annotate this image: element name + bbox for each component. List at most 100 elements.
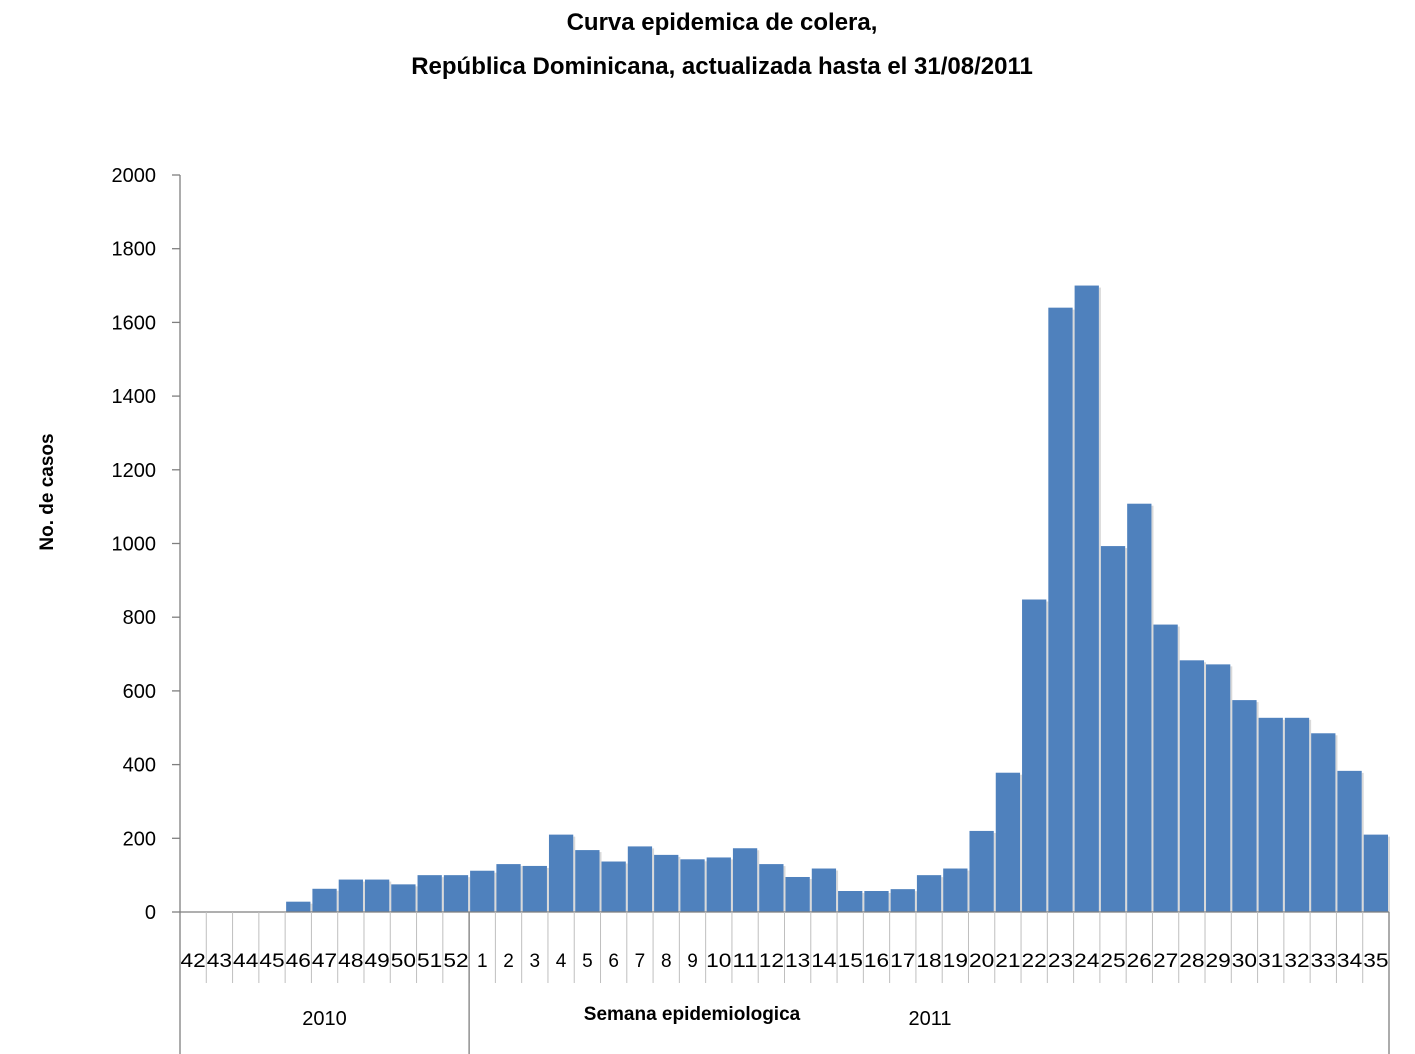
- x-tick-label: 20: [969, 951, 994, 972]
- x-tick-label: 32: [1284, 951, 1309, 972]
- x-tick-label: 47: [312, 951, 337, 972]
- bar-shadow: [362, 881, 365, 912]
- x-tick-label: 5: [582, 951, 593, 972]
- x-category-labels: 42 43 44 45 46 47 48 49 50 51 52 1 2 3 4 5 6 7 8 9 10 11 12 13 1…: [179, 912, 1390, 983]
- x-tick-label: 4: [556, 951, 567, 972]
- x-tick-label: 24: [1074, 951, 1100, 972]
- chart-title-line-1: Curva epidemica de colera,: [567, 9, 878, 36]
- bar: [1048, 307, 1073, 912]
- x-tick-label: 17: [890, 951, 915, 972]
- y-tick-label: 1000: [112, 534, 157, 556]
- x-tick-label: 42: [181, 951, 206, 972]
- bar-shadow: [310, 903, 313, 912]
- bar-shadow: [1204, 662, 1207, 912]
- x-tick-label: 13: [785, 951, 810, 972]
- bar-shadow: [1388, 836, 1390, 912]
- x-tick-label: 52: [443, 951, 468, 972]
- x-tick-label: 19: [943, 951, 968, 972]
- bar: [1022, 599, 1047, 912]
- x-tick-label: 50: [391, 951, 416, 972]
- bar-shadow: [1098, 287, 1101, 912]
- bar-shadow: [652, 848, 655, 912]
- bar: [391, 884, 416, 912]
- bar: [811, 868, 837, 912]
- bar-shadow: [389, 881, 392, 912]
- x-tick-label: 22: [1022, 951, 1047, 972]
- bar-shadow: [1177, 626, 1180, 912]
- bar: [732, 848, 758, 912]
- x-tick-label: 44: [233, 951, 259, 972]
- bar: [601, 861, 626, 912]
- x-tick-label: 11: [732, 951, 757, 972]
- x-tick-label: 28: [1179, 951, 1204, 972]
- x-tick-label: 25: [1100, 951, 1125, 972]
- bar: [575, 850, 600, 912]
- bar-shadow: [415, 886, 418, 912]
- bar-shadow: [1256, 702, 1259, 912]
- bar-shadow: [494, 872, 497, 912]
- bar-shadow: [1125, 548, 1128, 912]
- bar-shadow: [704, 861, 707, 912]
- bar-shadow: [757, 850, 760, 912]
- bar: [1258, 717, 1283, 912]
- x-tick-label: 49: [364, 951, 389, 972]
- bar-shadow: [1361, 772, 1364, 912]
- bar: [1127, 503, 1152, 912]
- bar: [864, 891, 889, 912]
- x-tick-label: 15: [838, 951, 863, 972]
- bar-shadow: [730, 859, 733, 912]
- bar-shadow: [1282, 719, 1285, 912]
- bar-shadow: [1046, 601, 1049, 912]
- x-tick-label: 31: [1258, 951, 1283, 972]
- bar: [969, 830, 994, 912]
- y-tick-label: 800: [123, 607, 156, 629]
- x-tick-label: 23: [1048, 951, 1073, 972]
- bar: [470, 870, 495, 912]
- bar: [680, 859, 705, 912]
- x-tick-label: 48: [338, 951, 363, 972]
- x-tick-label: 46: [286, 951, 311, 972]
- x-tick-label: 35: [1363, 951, 1388, 972]
- bar: [943, 868, 968, 912]
- bar-shadow: [836, 870, 839, 912]
- bar: [312, 888, 337, 912]
- bar: [890, 889, 915, 912]
- bar: [1337, 770, 1362, 912]
- bar: [1284, 717, 1310, 912]
- bar: [627, 846, 653, 912]
- bar: [364, 879, 390, 912]
- bar-shadow: [809, 878, 812, 912]
- bar: [548, 834, 574, 912]
- bar-shadow: [1020, 774, 1023, 912]
- bar: [496, 864, 521, 912]
- bar: [1179, 660, 1205, 912]
- bar-shadow: [1335, 735, 1338, 912]
- x-tick-label: 29: [1206, 951, 1231, 972]
- chart-title-line-2: República Dominicana, actualizada hasta …: [411, 53, 1033, 80]
- bar: [995, 772, 1021, 912]
- bar-shadow: [1151, 505, 1154, 912]
- bar: [1074, 285, 1099, 912]
- x-axis-title: Semana epidemiologica: [584, 1004, 801, 1025]
- bar: [417, 875, 442, 912]
- x-tick-label: 10: [706, 951, 731, 972]
- bar: [916, 875, 942, 912]
- bar: [654, 854, 679, 912]
- x-tick-label: 26: [1127, 951, 1152, 972]
- y-ticks-group: 0 200 400 600 800 1000 1200 1400 1600 1800 2000: [112, 165, 180, 924]
- bar: [1206, 664, 1231, 912]
- y-tick-label: 1200: [112, 460, 157, 482]
- bar: [286, 901, 311, 912]
- x-tick-label: 45: [259, 951, 284, 972]
- bar: [759, 864, 784, 912]
- bar-shadow: [625, 863, 628, 912]
- x-tick-label: 8: [661, 951, 672, 972]
- year-group-labels: 2010 2011: [179, 912, 1390, 1054]
- bar-shadow: [862, 893, 865, 912]
- y-tick-label: 2000: [112, 165, 157, 187]
- x-tick-label: 16: [864, 951, 889, 972]
- bar: [1153, 624, 1178, 912]
- bar: [1100, 546, 1126, 912]
- y-axis-title: No. de casos: [37, 433, 58, 550]
- bar-shadow: [599, 852, 602, 912]
